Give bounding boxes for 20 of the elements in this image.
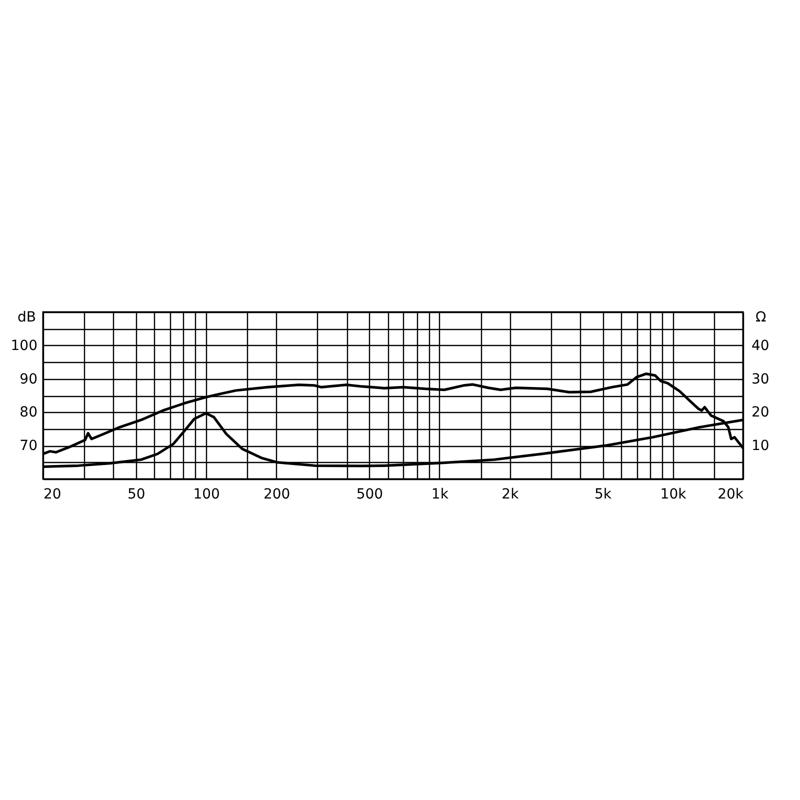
x-tick-label: 20k	[718, 486, 744, 502]
y2-tick-label: 20	[752, 404, 770, 421]
x-tick-label: 100	[193, 486, 220, 502]
x-tick-label: 2k	[502, 486, 520, 502]
x-tick-label: 10k	[660, 486, 688, 502]
y-tick-label: 90	[20, 371, 38, 388]
x-tick-label: 500	[356, 486, 384, 502]
x-tick-label: 20	[44, 486, 62, 502]
y2-tick-label: 10	[752, 438, 770, 454]
x-tick-label: 50	[127, 486, 146, 502]
y2-tick-label: 40	[752, 338, 770, 354]
x-tick-label: 1k	[431, 486, 450, 502]
y-tick-label: 100	[10, 338, 38, 354]
y-tick-label: 70	[20, 438, 38, 454]
y-tick-label: 80	[20, 404, 38, 421]
y-axis-title: dB	[18, 310, 36, 326]
x-tick-label: 200	[263, 486, 290, 502]
y2-tick-label: 30	[752, 371, 770, 388]
x-tick-label: 5k	[594, 486, 612, 502]
y2-axis-title: Ω	[756, 310, 766, 326]
